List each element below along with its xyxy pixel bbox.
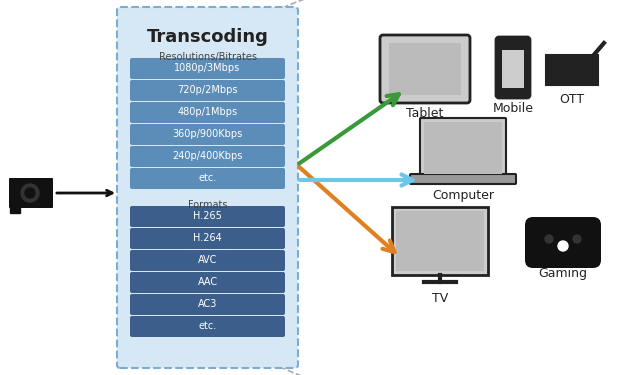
Text: TV: TV — [432, 292, 448, 305]
Text: etc.: etc. — [198, 321, 217, 331]
Text: AAC: AAC — [197, 277, 218, 287]
FancyBboxPatch shape — [130, 102, 285, 123]
Circle shape — [545, 235, 553, 243]
FancyBboxPatch shape — [130, 58, 285, 79]
Bar — [396, 211, 484, 271]
Bar — [392, 207, 488, 275]
FancyBboxPatch shape — [130, 168, 285, 189]
Circle shape — [21, 184, 39, 202]
Text: 720p/2Mbps: 720p/2Mbps — [177, 85, 237, 95]
Circle shape — [558, 241, 568, 251]
Text: 360p/900Kbps: 360p/900Kbps — [172, 129, 243, 139]
Text: Transcoding: Transcoding — [147, 28, 269, 46]
FancyBboxPatch shape — [380, 35, 470, 103]
Text: H.264: H.264 — [193, 233, 222, 243]
FancyBboxPatch shape — [130, 294, 285, 315]
Circle shape — [25, 188, 35, 198]
FancyBboxPatch shape — [130, 80, 285, 101]
FancyBboxPatch shape — [9, 178, 53, 208]
FancyBboxPatch shape — [41, 178, 51, 188]
Bar — [502, 50, 524, 88]
Text: Mobile: Mobile — [493, 102, 533, 115]
Circle shape — [573, 235, 581, 243]
Text: OTT: OTT — [559, 93, 585, 106]
Text: Gaming: Gaming — [538, 267, 587, 280]
Text: Computer: Computer — [432, 189, 494, 202]
FancyBboxPatch shape — [130, 272, 285, 293]
Text: 1080p/3Mbps: 1080p/3Mbps — [175, 63, 241, 73]
FancyBboxPatch shape — [410, 174, 516, 184]
FancyBboxPatch shape — [496, 37, 530, 98]
FancyBboxPatch shape — [130, 124, 285, 145]
FancyBboxPatch shape — [130, 206, 285, 227]
Text: 480p/1Mbps: 480p/1Mbps — [177, 107, 237, 117]
Text: Formats: Formats — [188, 200, 227, 210]
FancyBboxPatch shape — [525, 217, 601, 268]
Text: AC3: AC3 — [198, 299, 217, 309]
FancyBboxPatch shape — [420, 118, 506, 178]
Bar — [424, 122, 502, 174]
FancyBboxPatch shape — [130, 316, 285, 337]
Text: AVC: AVC — [198, 255, 217, 265]
Text: etc.: etc. — [198, 173, 217, 183]
Text: H.265: H.265 — [193, 211, 222, 221]
FancyBboxPatch shape — [130, 250, 285, 271]
Bar — [546, 55, 598, 85]
Text: Tablet: Tablet — [406, 107, 444, 120]
FancyBboxPatch shape — [130, 228, 285, 249]
Bar — [10, 207, 20, 213]
Text: 240p/400Kbps: 240p/400Kbps — [172, 151, 243, 161]
Text: Resolutions/Bitrates: Resolutions/Bitrates — [159, 52, 257, 62]
FancyBboxPatch shape — [117, 7, 298, 368]
Bar — [389, 43, 461, 95]
FancyBboxPatch shape — [130, 146, 285, 167]
